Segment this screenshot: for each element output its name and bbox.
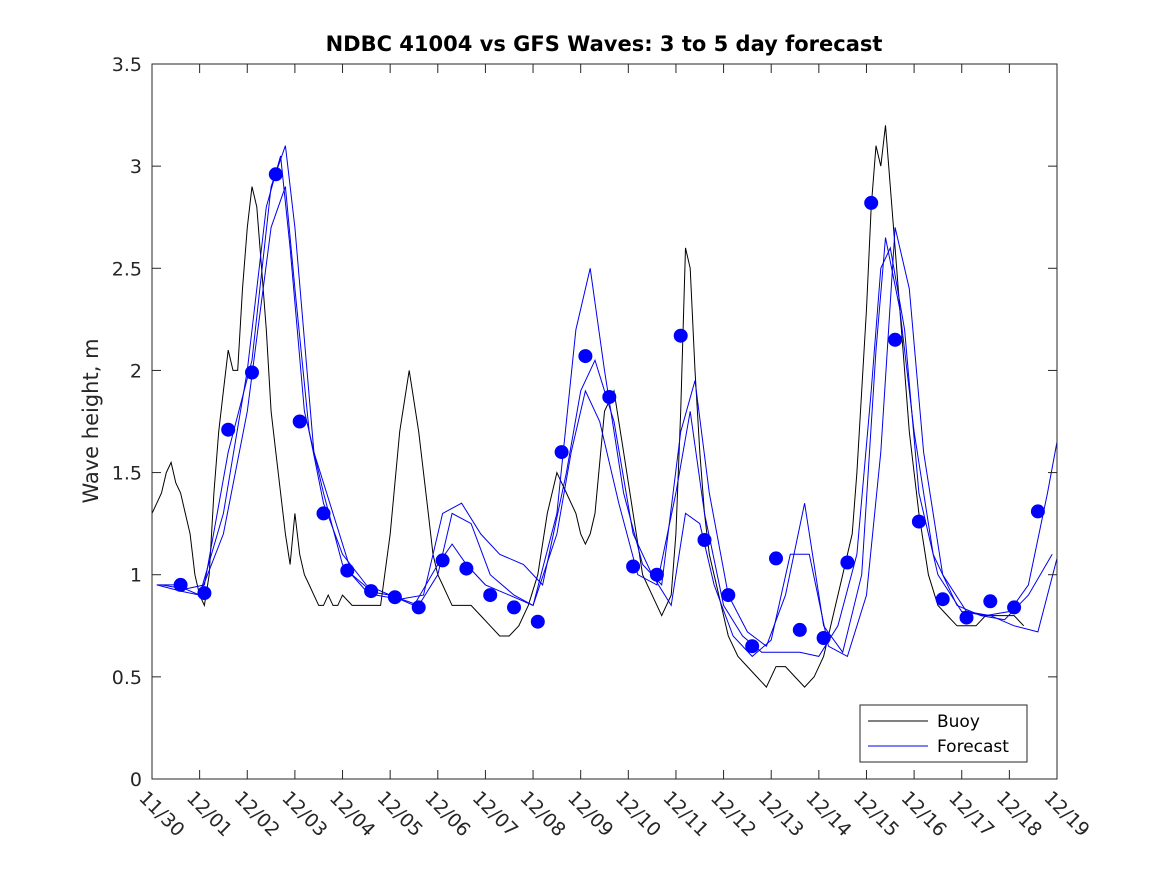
series-layer (151, 125, 1058, 688)
y-tick-label: 2 (130, 360, 142, 382)
forecast-marker (816, 631, 831, 645)
forecast-marker (316, 506, 331, 521)
forecast-marker (935, 592, 950, 607)
x-tick-label: 12/11 (658, 787, 712, 841)
series-line-forecast-2 (156, 155, 1053, 654)
y-tick-label: 0 (130, 769, 142, 791)
forecast-marker (745, 639, 760, 654)
x-tick-label: 12/12 (706, 787, 760, 841)
x-tick-label: 12/13 (754, 787, 808, 841)
legend-box (859, 704, 1028, 763)
forecast-marker (959, 610, 974, 625)
x-tick-label: 12/18 (992, 787, 1046, 841)
forecast-marker (530, 614, 545, 629)
forecast-marker (792, 622, 807, 637)
forecast-marker (1007, 600, 1022, 615)
forecast-marker (983, 594, 998, 609)
forecast-marker (364, 584, 379, 599)
y-tick-label: 3.5 (112, 54, 142, 76)
forecast-marker (245, 365, 259, 380)
forecast-marker (507, 600, 521, 615)
forecast-marker (221, 422, 236, 437)
y-axis-label: Wave height, m (79, 338, 103, 503)
x-tick-label: 12/01 (182, 787, 236, 841)
forecast-marker (173, 577, 188, 592)
series-line-buoy (151, 125, 1025, 688)
y-tick-label: 2.5 (112, 258, 142, 280)
legend-label-forecast: Forecast (937, 737, 1009, 757)
forecast-marker (340, 563, 355, 578)
plot-frame (151, 63, 1058, 780)
legend: Buoy Forecast (859, 704, 1028, 763)
forecast-marker (554, 445, 569, 460)
x-tick-label: 11/30 (134, 787, 188, 841)
forecast-marker (411, 600, 426, 615)
x-tick-label: 12/10 (611, 787, 665, 841)
forecast-marker (697, 533, 712, 547)
x-tick-label: 12/14 (801, 787, 855, 841)
forecast-marker (387, 590, 402, 605)
forecast-marker (459, 561, 474, 576)
forecast-marker (483, 588, 498, 603)
chart-title: NDBC 41004 vs GFS Waves: 3 to 5 day fore… (326, 32, 883, 56)
x-tick-label: 12/16 (897, 787, 951, 841)
x-tick-label: 12/04 (325, 787, 379, 841)
forecast-marker (769, 551, 783, 566)
y-tick-label: 0.5 (112, 667, 142, 689)
y-tick-label: 3 (130, 156, 142, 178)
legend-label-buoy: Buoy (937, 712, 980, 732)
series-line-forecast-3 (161, 145, 1058, 658)
forecast-marker (864, 195, 879, 210)
forecast-marker (888, 332, 903, 347)
x-tick-label: 12/17 (944, 787, 998, 841)
x-tick-label: 12/09 (563, 787, 617, 841)
forecast-marker (721, 588, 736, 603)
x-tick-label: 12/19 (1039, 787, 1093, 841)
x-tick-label: 12/02 (230, 787, 284, 841)
y-tick-label: 1.5 (112, 463, 142, 485)
forecast-marker (435, 553, 450, 568)
forecast-marker (602, 390, 617, 404)
y-axis-ticks: 0 0.5 1 1.5 2 2.5 3 3.5 (112, 54, 1057, 791)
x-tick-label: 12/03 (277, 787, 331, 841)
forecast-marker (673, 328, 688, 343)
x-tick-label: 12/06 (420, 787, 474, 841)
forecast-marker (268, 167, 283, 182)
x-tick-label: 12/08 (516, 787, 570, 841)
forecast-marker (911, 514, 926, 529)
forecast-marker (1030, 504, 1045, 519)
forecast-marker (578, 349, 593, 364)
x-tick-label: 12/15 (849, 787, 903, 841)
x-tick-label: 12/05 (373, 787, 427, 841)
forecast-marker (626, 559, 641, 574)
forecast-marker (649, 567, 664, 582)
x-tick-label: 12/07 (468, 787, 522, 841)
y-tick-label: 1 (130, 565, 142, 587)
forecast-marker (197, 586, 212, 601)
forecast-marker (840, 555, 855, 570)
marker-layer (173, 167, 1045, 654)
forecast-marker (292, 414, 307, 429)
